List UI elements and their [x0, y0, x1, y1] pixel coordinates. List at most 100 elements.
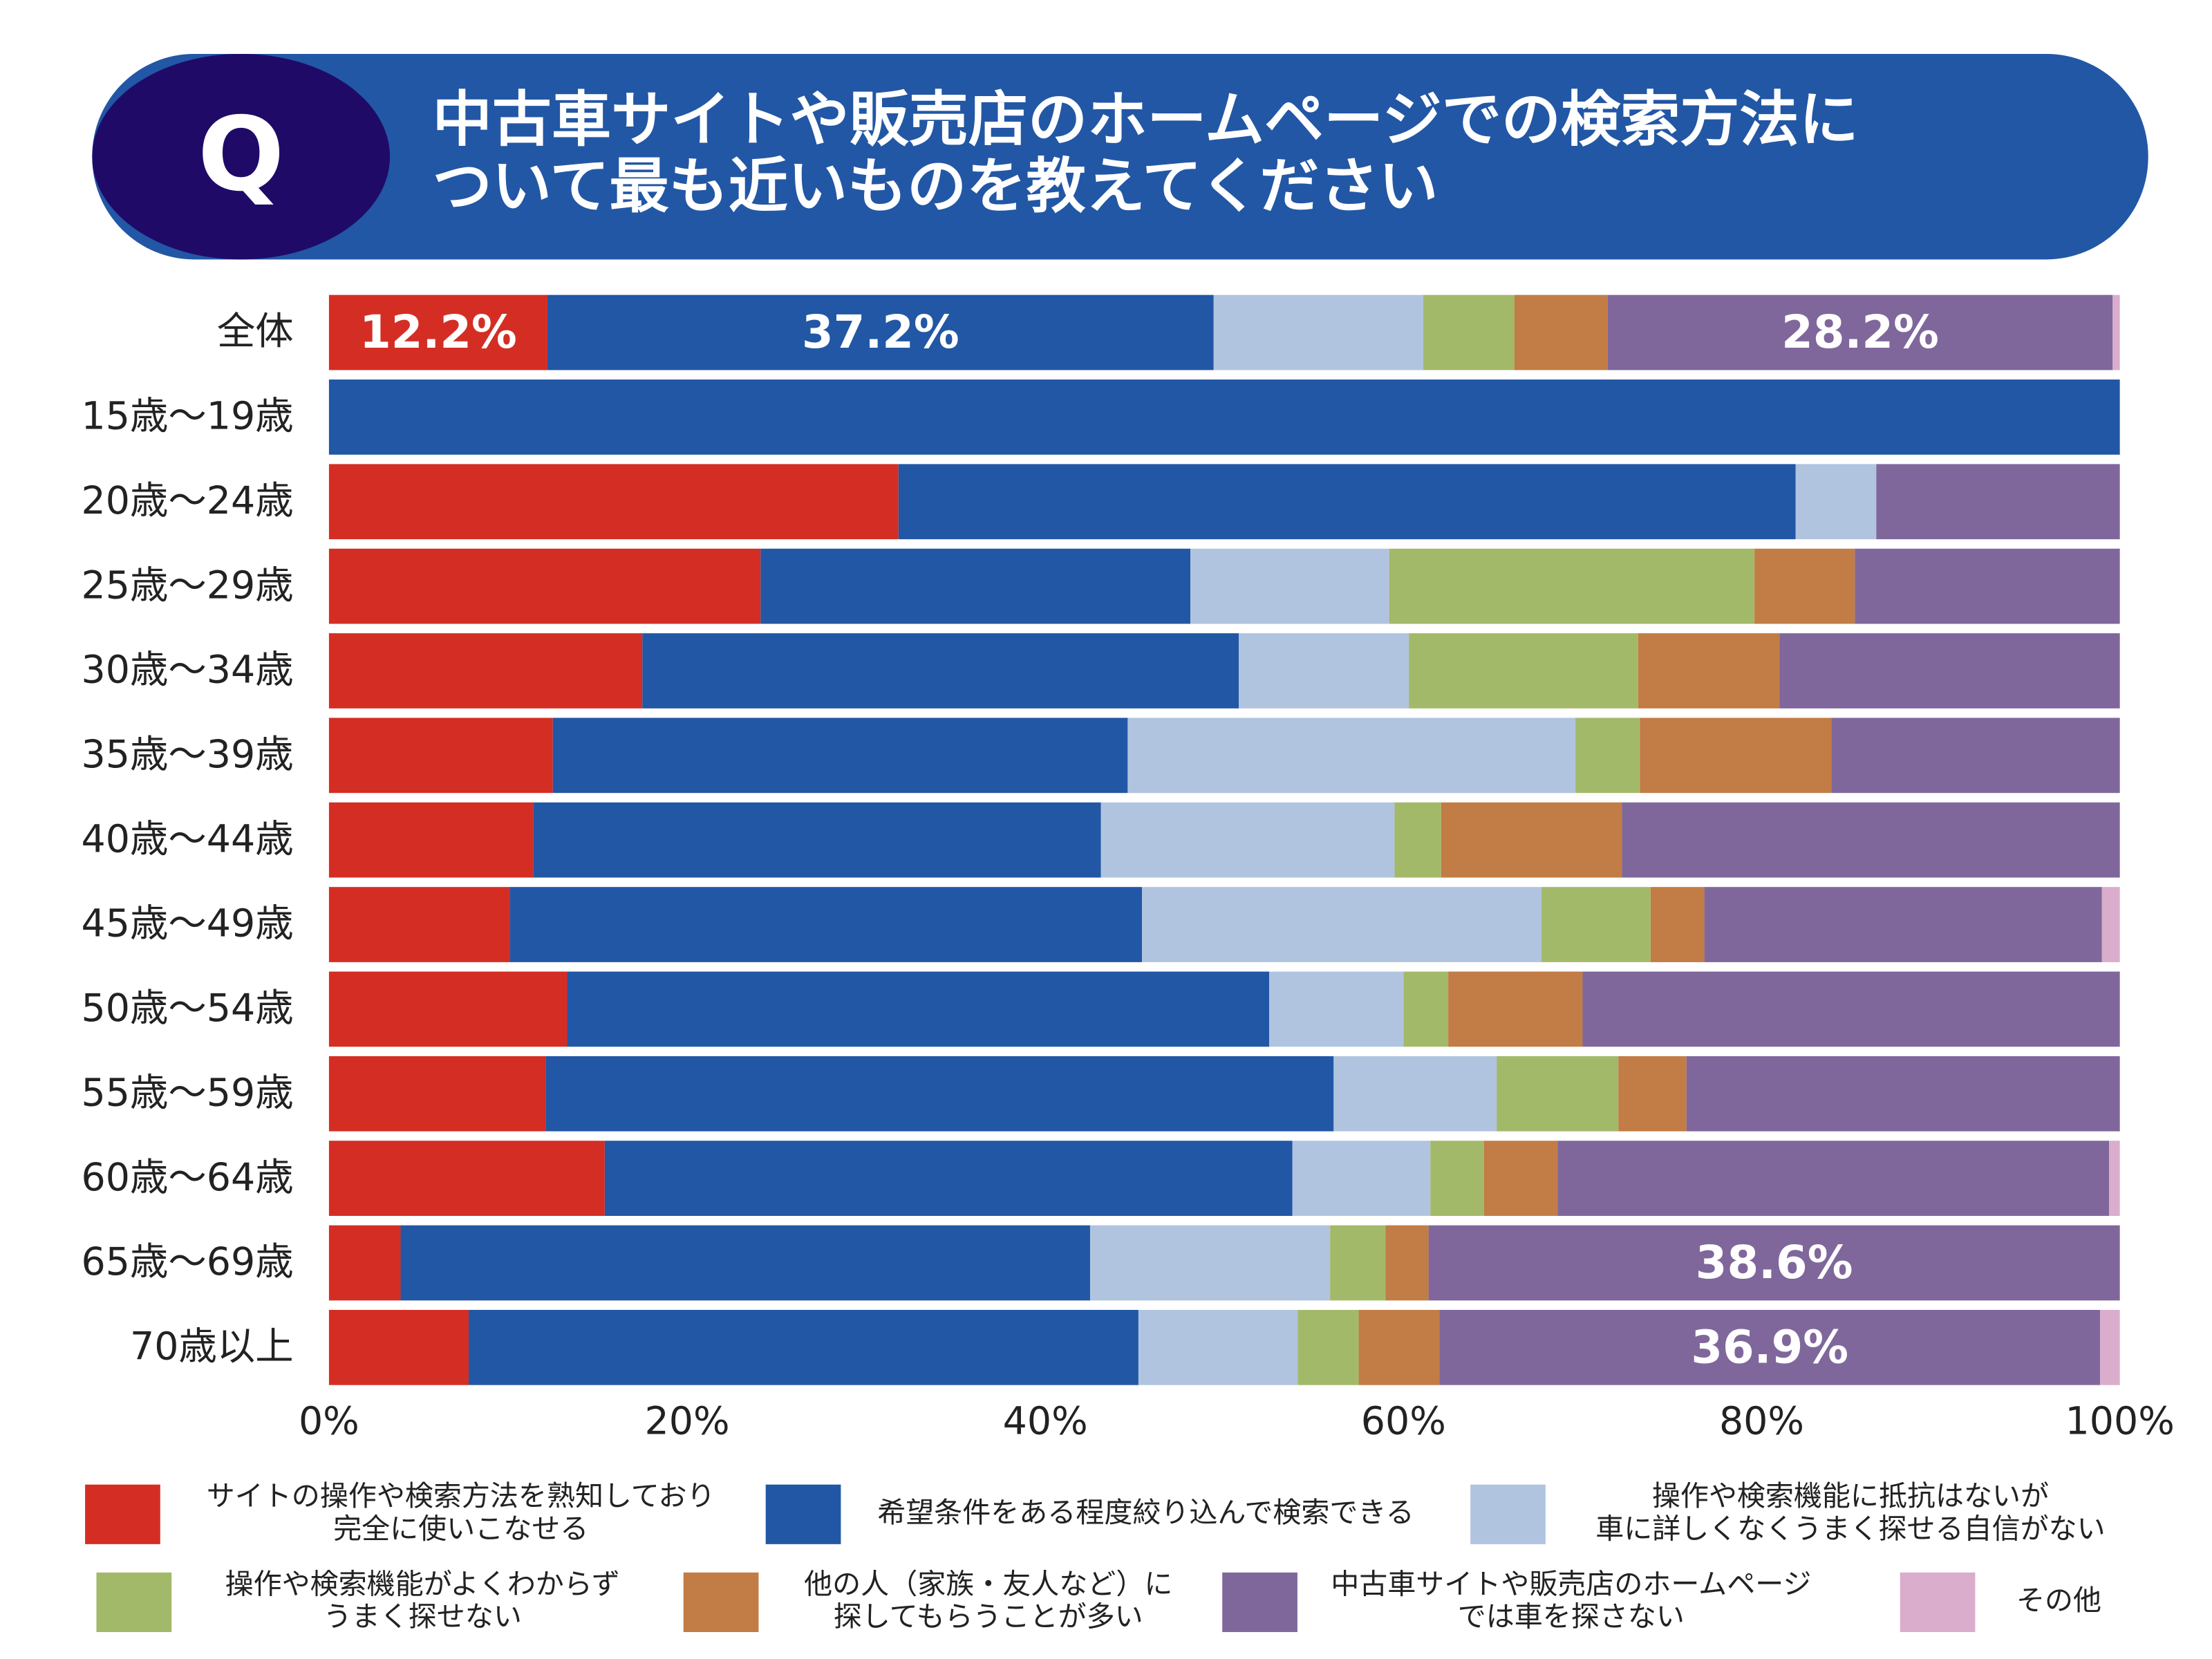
y-tick-label: 25歳～29歳	[82, 563, 294, 608]
bar-segment	[1855, 548, 2120, 624]
bar-segment	[1142, 887, 1541, 962]
y-tick-label: 20歳～24歳	[82, 479, 294, 523]
legend-label: その他	[2016, 1584, 2101, 1617]
legend-swatch	[765, 1484, 841, 1544]
bar-segment	[545, 1056, 1334, 1132]
bar-segment	[1622, 802, 2120, 878]
bar-segment	[1330, 1225, 1386, 1301]
bar-segment	[509, 887, 1143, 962]
y-tick-label: 30歳～34歳	[82, 648, 294, 693]
y-tick-label: 60歳～64歳	[82, 1156, 294, 1200]
bar-segment	[1779, 633, 2120, 709]
legend-label: 操作や検索機能に抵抗はないが車に詳しくなくうまく探せる自信がない	[1595, 1479, 2105, 1545]
bar-segment	[1389, 548, 1755, 624]
legend-swatch	[1470, 1484, 1546, 1544]
bar-segment	[1557, 1141, 2110, 1216]
bar-segment	[1704, 887, 2102, 962]
bar-segment	[1089, 1225, 1331, 1301]
legend-swatch	[85, 1484, 160, 1544]
bar-segment	[1423, 294, 1515, 371]
legend-swatch	[1222, 1572, 1297, 1633]
bar-segment	[1439, 1309, 2101, 1385]
bar-segment	[328, 1056, 546, 1132]
data-label: 28.2%	[1781, 306, 1939, 359]
chart-title: 中古車サイトや販売店のホームページでの検索方法について最も近いものを教えてくださ…	[433, 86, 1859, 221]
bar-segment	[1333, 1056, 1497, 1132]
data-label: 37.2%	[802, 306, 959, 359]
bar-segment	[1239, 633, 1409, 709]
bar-segment	[1686, 1056, 2120, 1132]
bar-segment	[1127, 718, 1576, 794]
bar-segment	[1269, 971, 1404, 1047]
bar-segment	[1497, 1056, 1619, 1132]
bar-segment	[1190, 548, 1389, 624]
y-tick-label: 50歳～54歳	[82, 986, 294, 1031]
bar-segment	[1403, 971, 1449, 1047]
bar-segment	[328, 464, 899, 540]
bar-segment	[328, 718, 553, 794]
bar-segment	[328, 1309, 469, 1385]
bar-segment	[604, 1141, 1293, 1216]
y-tick-label: 全体	[217, 310, 294, 354]
bar-segment	[1292, 1141, 1431, 1216]
bar-segment	[1358, 1309, 1440, 1385]
legend-swatch	[96, 1572, 172, 1633]
bar-segment	[1428, 1225, 2120, 1301]
bar-segment	[328, 802, 534, 878]
x-tick-label: 20%	[645, 1400, 730, 1444]
bar-segment	[328, 633, 643, 709]
bar-segment	[328, 294, 547, 371]
bar-segment	[1100, 802, 1395, 878]
x-tick-label: 60%	[1361, 1400, 1446, 1444]
bar-segment	[1618, 1056, 1687, 1132]
bar-segment	[1483, 1141, 1558, 1216]
bar-segment	[1138, 1309, 1298, 1385]
bar-segment	[642, 633, 1239, 709]
bar-segment	[760, 548, 1191, 624]
bar-segment	[547, 294, 1214, 371]
y-tick-label: 65歳～69歳	[82, 1240, 294, 1284]
bar-segment	[1514, 294, 1608, 371]
header-banner	[92, 53, 2148, 260]
bar-segment	[2112, 294, 2120, 371]
bar-segment	[1541, 887, 1651, 962]
data-label: 12.2%	[359, 306, 517, 359]
bar-segment	[328, 548, 761, 624]
legend-label: 中古車サイトや販売店のホームページでは車を探さない	[1331, 1567, 1811, 1633]
y-tick-label: 70歳以上	[130, 1325, 294, 1369]
bar-segment	[1448, 971, 1583, 1047]
x-tick-label: 0%	[299, 1400, 359, 1444]
legend-swatch	[683, 1572, 759, 1633]
bar-segment	[2101, 887, 2120, 962]
bar-segment	[1297, 1309, 1359, 1385]
bar-segment	[1831, 718, 2120, 794]
bar-segment	[1638, 633, 1780, 709]
x-tick-label: 80%	[1719, 1400, 1804, 1444]
x-tick-label: 40%	[1003, 1400, 1088, 1444]
legend-label: 操作や検索機能がよくわからずうまく探せない	[225, 1567, 620, 1633]
data-label: 38.6%	[1696, 1237, 1853, 1289]
bar-segment	[1607, 294, 2113, 371]
data-label: 36.9%	[1691, 1321, 1848, 1374]
bar-segment	[1441, 802, 1622, 878]
bar-segment	[1394, 802, 1441, 878]
y-tick-label: 40歳～44歳	[82, 817, 294, 861]
bar-segment	[1213, 294, 1423, 371]
legend-swatch	[1900, 1572, 1976, 1633]
bar-segment	[1650, 887, 1705, 962]
y-tick-label: 35歳～39歳	[82, 733, 294, 777]
legend-label: 他の人（家族・友人など）に探してもらうことが多い	[804, 1567, 1172, 1633]
bar-segment	[1754, 548, 1855, 624]
bar-segment	[1876, 464, 2120, 540]
bar-segment	[898, 464, 1796, 540]
bar-segment	[1385, 1225, 1429, 1301]
bar-segment	[567, 971, 1270, 1047]
bar-segment	[1575, 718, 1640, 794]
y-tick-label: 55歳～59歳	[82, 1071, 294, 1115]
bar-segment	[328, 1225, 401, 1301]
bar-segment	[1409, 633, 1638, 709]
bar-segment	[1582, 971, 2120, 1047]
bar-segment	[1430, 1141, 1484, 1216]
